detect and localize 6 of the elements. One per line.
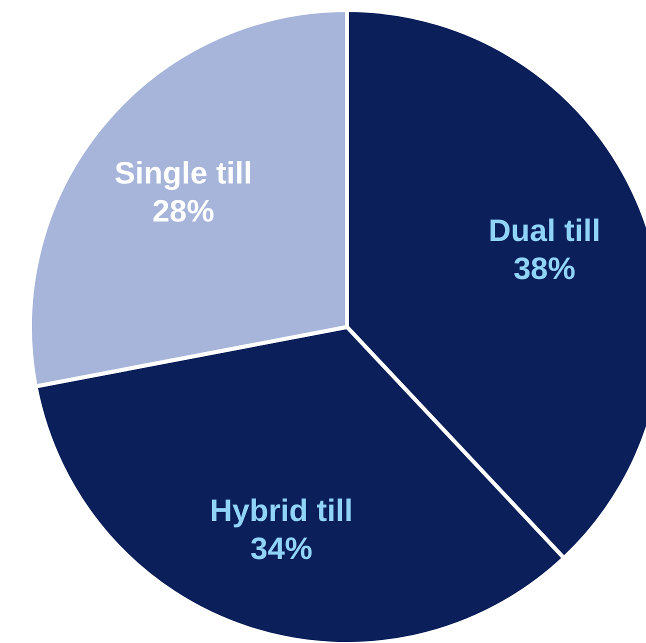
slice-label: Single till	[114, 156, 252, 191]
slice-label: Hybrid till	[210, 492, 353, 528]
data-label: 38%	[513, 250, 576, 286]
data-label: 34%	[250, 530, 312, 566]
slice-label: Dual till	[488, 212, 600, 248]
data-label: 28%	[152, 194, 214, 229]
